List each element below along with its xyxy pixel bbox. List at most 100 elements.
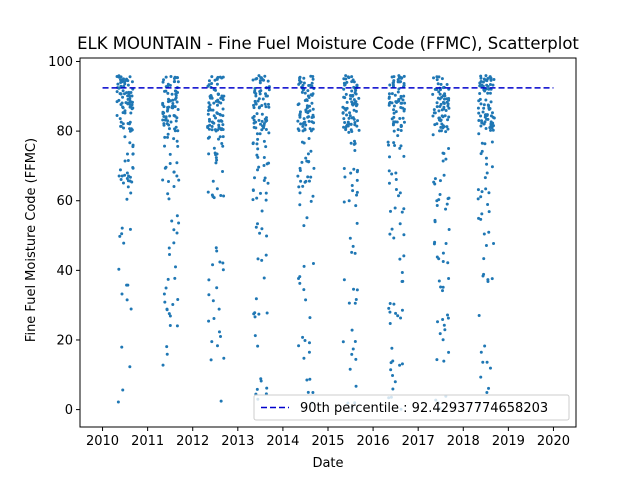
data-point-2010 [131, 145, 135, 149]
data-point-2014 [304, 156, 308, 160]
data-point-2017 [433, 220, 437, 224]
data-point-2011 [164, 75, 168, 79]
data-point-2011 [168, 314, 172, 318]
data-point-2014 [300, 90, 304, 94]
data-point-2014 [306, 390, 310, 394]
data-point-2018 [488, 366, 492, 370]
data-point-2017 [443, 114, 447, 118]
data-point-2014 [298, 191, 302, 195]
data-point-2011 [175, 174, 179, 178]
data-point-2011 [176, 91, 180, 95]
data-point-2013 [263, 102, 267, 106]
data-point-2017 [446, 316, 450, 320]
data-point-2018 [483, 176, 487, 180]
data-point-2018 [486, 117, 490, 121]
data-point-2018 [488, 126, 492, 130]
data-point-2018 [486, 103, 490, 107]
data-point-2013 [266, 102, 270, 106]
data-point-2015 [342, 125, 346, 129]
data-point-2014 [310, 101, 314, 105]
data-point-2012 [221, 75, 225, 79]
data-point-2012 [212, 121, 216, 125]
data-point-2016 [402, 94, 406, 98]
data-point-2011 [170, 219, 174, 223]
data-point-2011 [168, 114, 172, 118]
data-point-2017 [440, 289, 444, 293]
data-point-2015 [353, 123, 357, 127]
y-tick-label: 80 [56, 125, 73, 140]
data-point-2017 [437, 257, 441, 261]
data-point-2011 [175, 231, 179, 235]
data-point-2015 [347, 116, 351, 120]
data-point-2011 [165, 307, 169, 311]
data-point-2012 [211, 299, 215, 303]
data-point-2011 [168, 161, 172, 165]
data-point-2010 [129, 191, 133, 195]
data-point-2011 [164, 165, 168, 169]
data-point-2017 [435, 105, 439, 109]
legend-label: 90th percentile : 92.42937774658203 [300, 401, 548, 416]
data-point-2013 [267, 131, 271, 135]
data-point-2015 [354, 357, 358, 361]
data-point-2013 [251, 78, 255, 82]
data-point-2018 [481, 84, 485, 88]
data-point-2012 [222, 194, 226, 198]
y-tick-label: 0 [65, 403, 73, 418]
data-point-2013 [251, 142, 255, 146]
data-point-2014 [297, 344, 301, 348]
data-point-2010 [129, 91, 133, 94]
data-point-2016 [393, 143, 397, 147]
chart-title: ELK MOUNTAIN - Fine Fuel Moisture Code (… [77, 34, 579, 53]
data-point-2018 [490, 165, 494, 169]
data-point-2016 [402, 154, 406, 158]
data-point-2017 [445, 82, 449, 86]
data-point-2017 [435, 199, 439, 203]
data-point-2014 [309, 175, 313, 179]
data-point-2018 [479, 152, 483, 156]
data-point-2011 [171, 102, 175, 106]
data-point-2012 [218, 260, 222, 264]
data-point-2017 [439, 82, 443, 86]
data-point-2010 [131, 152, 135, 156]
data-point-2018 [478, 92, 482, 95]
data-point-2013 [258, 81, 262, 85]
data-point-2014 [301, 335, 305, 339]
data-point-2017 [438, 97, 442, 101]
data-point-2011 [174, 265, 177, 269]
data-point-2016 [390, 346, 394, 350]
data-point-2011 [168, 253, 172, 257]
data-point-2013 [255, 222, 259, 226]
data-point-2013 [264, 105, 268, 109]
data-point-2012 [216, 92, 220, 96]
plot-area: 2010 2011 2012 2013 2014 2015 2016 2017 2018 2019… [48, 55, 577, 449]
data-point-2014 [307, 159, 311, 163]
data-point-2016 [398, 146, 402, 150]
data-point-2013 [265, 94, 269, 98]
data-point-2011 [170, 92, 174, 96]
data-point-2016 [402, 254, 406, 258]
data-point-2014 [310, 81, 314, 85]
data-point-2014 [308, 316, 312, 320]
data-point-2013 [267, 105, 271, 109]
x-tick-label: 2012 [176, 434, 209, 449]
data-point-2018 [477, 111, 481, 115]
data-point-2015 [341, 111, 345, 115]
data-point-2010 [130, 180, 134, 184]
data-point-2013 [253, 99, 257, 103]
data-point-2010 [121, 79, 125, 83]
data-point-2017 [443, 94, 447, 98]
data-point-2017 [447, 147, 451, 151]
data-point-2016 [392, 129, 396, 133]
data-point-2011 [175, 214, 179, 218]
data-point-2018 [481, 110, 485, 114]
data-point-2018 [484, 156, 488, 160]
data-point-2015 [353, 148, 357, 152]
data-point-2012 [212, 146, 216, 150]
data-point-2010 [127, 122, 131, 126]
data-point-2015 [342, 77, 346, 81]
data-point-2018 [490, 277, 494, 281]
data-point-2010 [119, 120, 123, 124]
data-point-2015 [355, 190, 359, 194]
data-point-2017 [440, 108, 444, 112]
data-point-2018 [489, 128, 493, 132]
